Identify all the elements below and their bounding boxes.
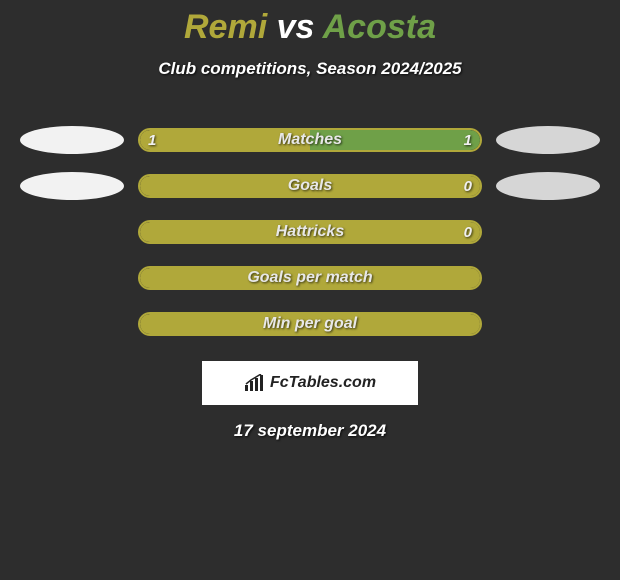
right-oval xyxy=(496,264,600,292)
stat-bar: 0Goals xyxy=(138,174,482,198)
stat-label: Hattricks xyxy=(138,220,482,244)
stat-label: Goals per match xyxy=(138,266,482,290)
left-oval xyxy=(20,218,124,246)
stat-row: 11Matches xyxy=(0,117,620,163)
left-oval xyxy=(20,172,124,200)
left-oval xyxy=(20,264,124,292)
stat-label: Min per goal xyxy=(138,312,482,336)
player1-name: Remi xyxy=(184,8,267,46)
logo-box: FcTables.com xyxy=(202,361,418,405)
stat-row: 0Goals xyxy=(0,163,620,209)
right-oval xyxy=(496,218,600,246)
logo-text: FcTables.com xyxy=(270,374,376,392)
stat-rows: 11Matches 0Goals 0Hattricks Goals per match… xyxy=(0,117,620,347)
left-oval xyxy=(20,310,124,338)
right-oval xyxy=(496,126,600,154)
stat-label: Matches xyxy=(138,128,482,152)
comparison-title: Remi vs Acosta xyxy=(0,0,620,47)
vs-text: vs xyxy=(277,8,315,46)
date-text: 17 september 2024 xyxy=(0,421,620,441)
left-oval xyxy=(20,126,124,154)
right-oval xyxy=(496,310,600,338)
chart-icon xyxy=(244,374,266,392)
player2-name: Acosta xyxy=(323,8,436,46)
right-oval xyxy=(496,172,600,200)
stat-bar: Goals per match xyxy=(138,266,482,290)
stat-bar: 11Matches xyxy=(138,128,482,152)
stat-row: Min per goal xyxy=(0,301,620,347)
stat-row: 0Hattricks xyxy=(0,209,620,255)
stat-label: Goals xyxy=(138,174,482,198)
stat-row: Goals per match xyxy=(0,255,620,301)
stat-bar: 0Hattricks xyxy=(138,220,482,244)
stat-bar: Min per goal xyxy=(138,312,482,336)
subtitle: Club competitions, Season 2024/2025 xyxy=(0,59,620,79)
